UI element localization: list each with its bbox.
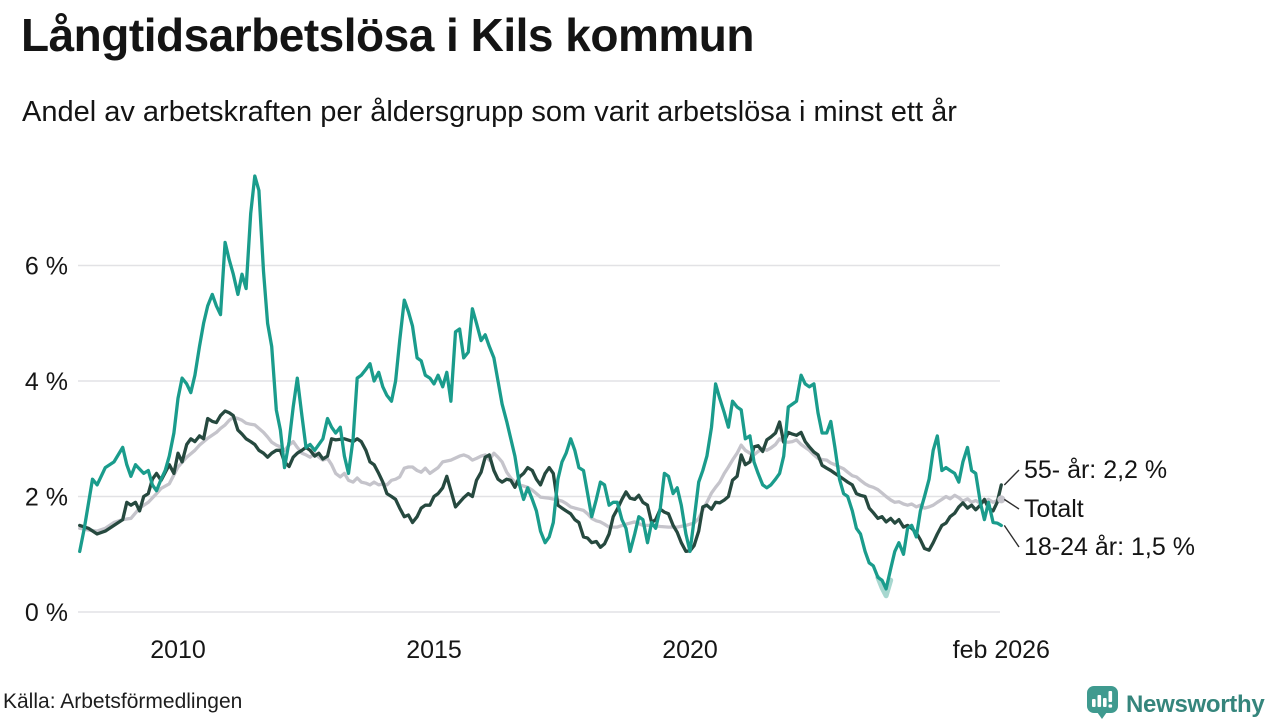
annotation-connector bbox=[1003, 469, 1020, 486]
y-tick-label: 2 % bbox=[25, 484, 68, 512]
x-tick-label: 2020 bbox=[662, 636, 718, 664]
page-subtitle: Andel av arbetskraften per åldersgrupp s… bbox=[22, 96, 957, 128]
y-tick-label: 0 % bbox=[25, 599, 68, 627]
y-tick-label: 6 % bbox=[25, 253, 68, 281]
series-line-18-24-r bbox=[78, 174, 1003, 591]
series-end-label-totalt: Totalt bbox=[1024, 495, 1084, 523]
series-end-label-55: 55- år: 2,2 % bbox=[1024, 456, 1168, 484]
x-tick-label: 2010 bbox=[150, 636, 206, 664]
page-title: Långtidsarbetslösa i Kils kommun bbox=[21, 9, 754, 61]
series-line-55-r bbox=[78, 409, 1003, 554]
x-tick-label: 2015 bbox=[406, 636, 462, 664]
series-line-light-segment bbox=[875, 574, 894, 599]
annotation-connector bbox=[1003, 524, 1020, 548]
y-tick-label: 4 % bbox=[25, 368, 68, 396]
source-text: Källa: Arbetsförmedlingen bbox=[3, 690, 243, 713]
series-line-totalt bbox=[78, 415, 1003, 533]
newsworthy-icon bbox=[1086, 685, 1119, 720]
series-end-dot-totalt bbox=[997, 495, 1006, 504]
x-tick-label: feb 2026 bbox=[953, 636, 1050, 664]
newsworthy-logo: Newsworthy bbox=[1086, 685, 1265, 720]
series-end-label-18-24: 18-24 år: 1,5 % bbox=[1024, 533, 1195, 561]
annotation-connector bbox=[1003, 498, 1020, 510]
newsworthy-wordmark: Newsworthy bbox=[1126, 691, 1265, 718]
